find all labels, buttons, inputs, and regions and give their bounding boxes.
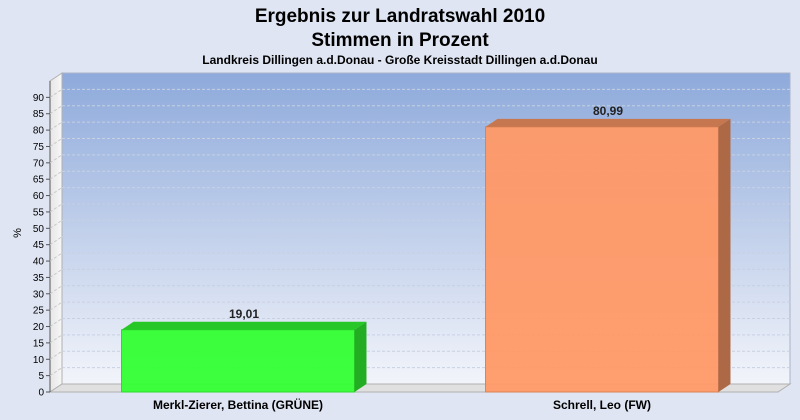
y-tick-label: 5 <box>38 371 44 382</box>
gridline-side <box>49 121 63 131</box>
y-tick-label: 65 <box>33 175 45 186</box>
labels: 19,01 Merkl-Zierer, Bettina (GRÜNE) 80,99 S… <box>153 104 651 412</box>
chart-title: Ergebnis zur Landratswahl 2010 <box>255 6 545 27</box>
x-tick-label: Merkl-Zierer, Bettina (GRÜNE) <box>153 397 323 412</box>
gridline-side <box>49 285 63 295</box>
y-tick-label: 35 <box>33 273 45 284</box>
bar-top <box>485 118 731 127</box>
y-tick-label: 85 <box>33 109 45 120</box>
y-tick-label: 90 <box>33 93 45 104</box>
y-tick-label: 10 <box>33 355 45 366</box>
gridline-side <box>49 236 63 246</box>
y-tick-label: 75 <box>33 142 45 153</box>
gridline-side <box>49 269 63 278</box>
gridline-side <box>49 187 63 196</box>
bar-side <box>354 321 367 392</box>
gridline-side <box>49 219 63 229</box>
bar <box>485 126 719 393</box>
gridline-side <box>49 301 63 311</box>
gridline-side <box>49 318 63 327</box>
y-tick-label: 60 <box>33 191 45 202</box>
y-tick-label: 55 <box>33 207 45 218</box>
gridline-side <box>49 334 63 344</box>
y-tick-label: 45 <box>33 240 45 251</box>
gridline-side <box>49 154 63 164</box>
chart-subtitle: Landkreis Dillingen a.d.Donau - Große Kr… <box>202 53 597 67</box>
y-tick-label: 0 <box>38 388 44 399</box>
gridline-side <box>49 252 63 262</box>
y-axis-label: % <box>12 228 24 238</box>
y-tick-label: 70 <box>33 158 45 169</box>
y-tick-label: 50 <box>33 224 45 235</box>
gridline-side <box>49 138 63 147</box>
y-tick-label: 20 <box>33 322 45 333</box>
y-tick-label: 15 <box>33 338 45 349</box>
y-tick-label: 25 <box>33 306 45 317</box>
y-axis-ticks: 0 5 10 15 20 25 30 35 40 45 50 55 60 65 70 75 80 85 90 <box>33 93 50 399</box>
bar-top <box>121 321 367 330</box>
gridline-side <box>49 367 63 377</box>
gridline-side <box>49 203 63 213</box>
data-label: 80,99 <box>593 104 623 118</box>
bars <box>121 118 731 393</box>
bar <box>121 329 355 393</box>
y-tick-label: 40 <box>33 257 45 268</box>
y-tick-label: 30 <box>33 289 45 300</box>
chart-title-line-2: Stimmen in Prozent <box>311 30 489 51</box>
gridline-side <box>49 350 63 360</box>
x-tick-label: Schrell, Leo (FW) <box>553 398 651 412</box>
gridline-side <box>49 170 63 180</box>
gridline-side <box>49 105 63 115</box>
side-wall <box>49 72 63 393</box>
bar-side <box>718 118 731 392</box>
gridline-side <box>49 88 63 98</box>
y-tick-label: 80 <box>33 126 45 137</box>
data-label: 19,01 <box>229 307 259 321</box>
